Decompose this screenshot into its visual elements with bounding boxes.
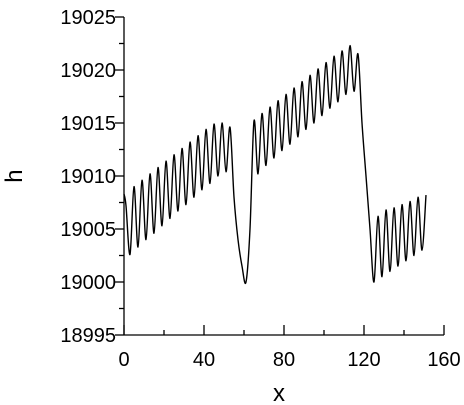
x-tick-label: 160 [427, 349, 460, 371]
y-tick-label: 19010 [60, 166, 116, 188]
x-tick-label: 0 [118, 349, 129, 371]
y-tick-label: 19025 [60, 7, 116, 29]
y-tick-label: 19020 [60, 60, 116, 82]
x-axis-title: x [273, 380, 285, 405]
x-tick-label: 120 [347, 349, 380, 371]
y-tick-label: 19000 [60, 272, 116, 294]
y-tick-label: 19015 [60, 113, 116, 135]
series-line [123, 44, 427, 285]
y-axis-title: h [1, 169, 28, 182]
tick-labels: 0 40 80 120 160 18995 19000 19005 19010 19015 1902… [60, 7, 460, 371]
y-tick-label: 19005 [60, 219, 116, 241]
y-tick-label: 18995 [60, 325, 116, 347]
x-tick-label: 80 [273, 349, 295, 371]
x-tick-label: 40 [193, 349, 215, 371]
ticks [115, 16, 445, 336]
